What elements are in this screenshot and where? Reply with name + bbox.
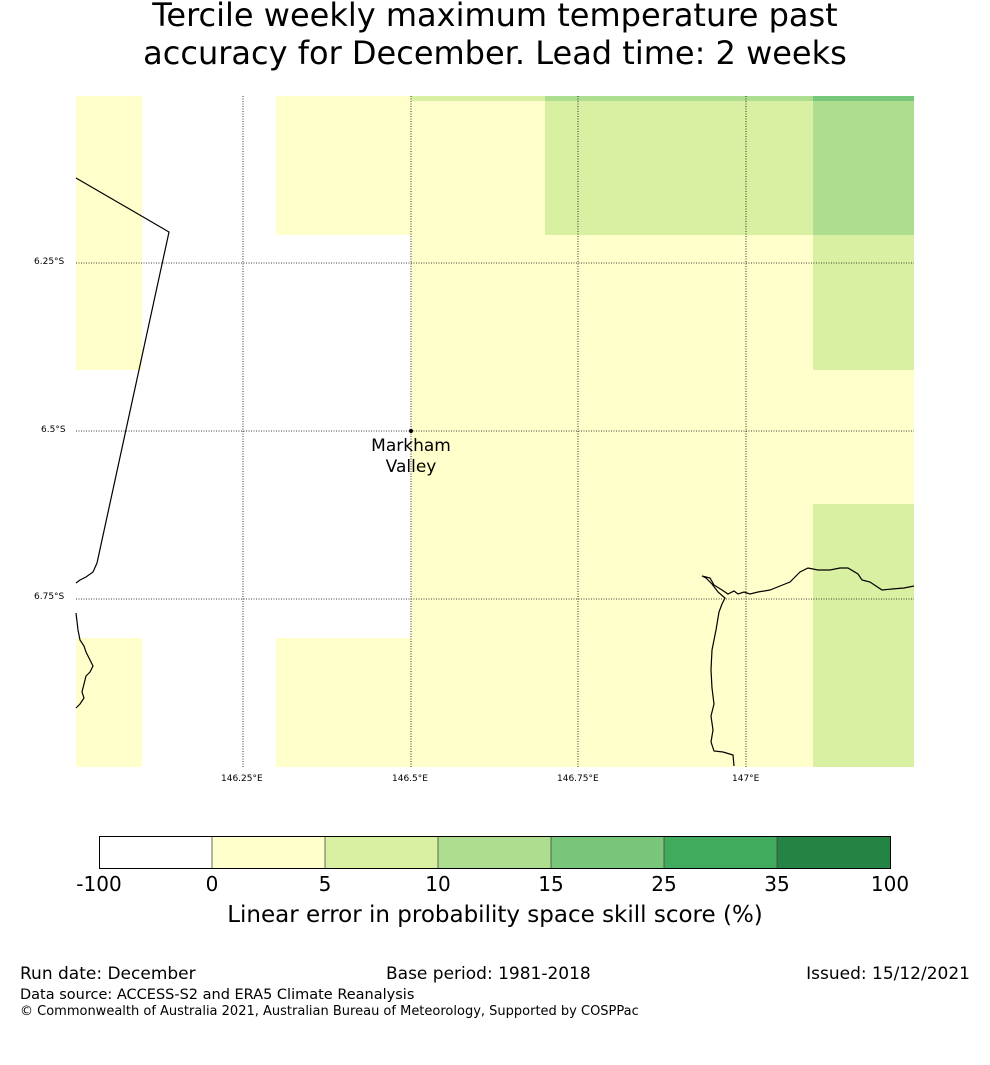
- location-label-line-1: Markham: [371, 436, 451, 456]
- colorbar-tick-label: 35: [764, 872, 790, 896]
- grid-cell: [545, 96, 813, 235]
- colorbar-tick-label: 25: [651, 872, 677, 896]
- lon-label: 147°E: [732, 774, 760, 784]
- grid-cell: [813, 235, 914, 370]
- skill-grid: [76, 96, 914, 767]
- colorbar: [99, 836, 891, 869]
- location-label-line-2: Valley: [385, 457, 437, 477]
- colorbar-tick-label: 10: [425, 872, 451, 896]
- lon-label: 146.5°E: [392, 774, 428, 784]
- colorbar-segment: [664, 836, 777, 869]
- colorbar-tick-label: 100: [870, 872, 910, 896]
- grid-cell: [76, 96, 142, 370]
- grid-cell: [545, 96, 813, 101]
- grid-cell: [813, 504, 914, 767]
- colorbar-segment: [99, 836, 212, 869]
- grid-cell: [76, 638, 142, 767]
- colorbar-label: Linear error in probability space skill …: [227, 902, 763, 928]
- map-figure: [75, 96, 915, 767]
- colorbar-segment: [212, 836, 325, 869]
- colorbar-segment: [438, 836, 551, 869]
- colorbar-tick-label: 15: [538, 872, 564, 896]
- map-title-line-2: accuracy for December. Lead time: 2 week…: [143, 34, 847, 72]
- colorbar-segment: [551, 836, 664, 869]
- map-title-line-1: Tercile weekly maximum temperature past: [152, 0, 838, 34]
- data-source: Data source: ACCESS-S2 and ERA5 Climate …: [20, 987, 415, 1003]
- grid-cell: [813, 96, 914, 235]
- colorbar-tick-label: 5: [318, 872, 332, 896]
- run-date: Run date: December: [20, 964, 196, 984]
- grid-cell: [411, 96, 545, 101]
- lon-label: 146.25°E: [221, 774, 263, 784]
- base-period: Base period: 1981-2018: [386, 964, 591, 984]
- lat-label: 6.75°S: [34, 592, 65, 602]
- colorbar-tick-label: -100: [76, 872, 122, 896]
- grid-cell: [276, 638, 411, 767]
- lat-label: 6.25°S: [34, 257, 65, 267]
- coastline: [75, 177, 915, 767]
- copyright: © Commonwealth of Australia 2021, Austra…: [20, 1004, 639, 1019]
- grid-cell: [276, 96, 411, 235]
- location-marker: [409, 429, 413, 433]
- lat-label: 6.5°S: [41, 425, 66, 435]
- grid-cell: [813, 370, 914, 504]
- issued-date: Issued: 15/12/2021: [806, 964, 970, 984]
- location-label: Markham Valley: [351, 436, 471, 478]
- colorbar-tick-label: 0: [205, 872, 219, 896]
- colorbar-segment: [777, 836, 891, 869]
- colorbar-segment: [325, 836, 438, 869]
- lon-label: 146.75°E: [557, 774, 599, 784]
- grid-cell: [813, 96, 914, 101]
